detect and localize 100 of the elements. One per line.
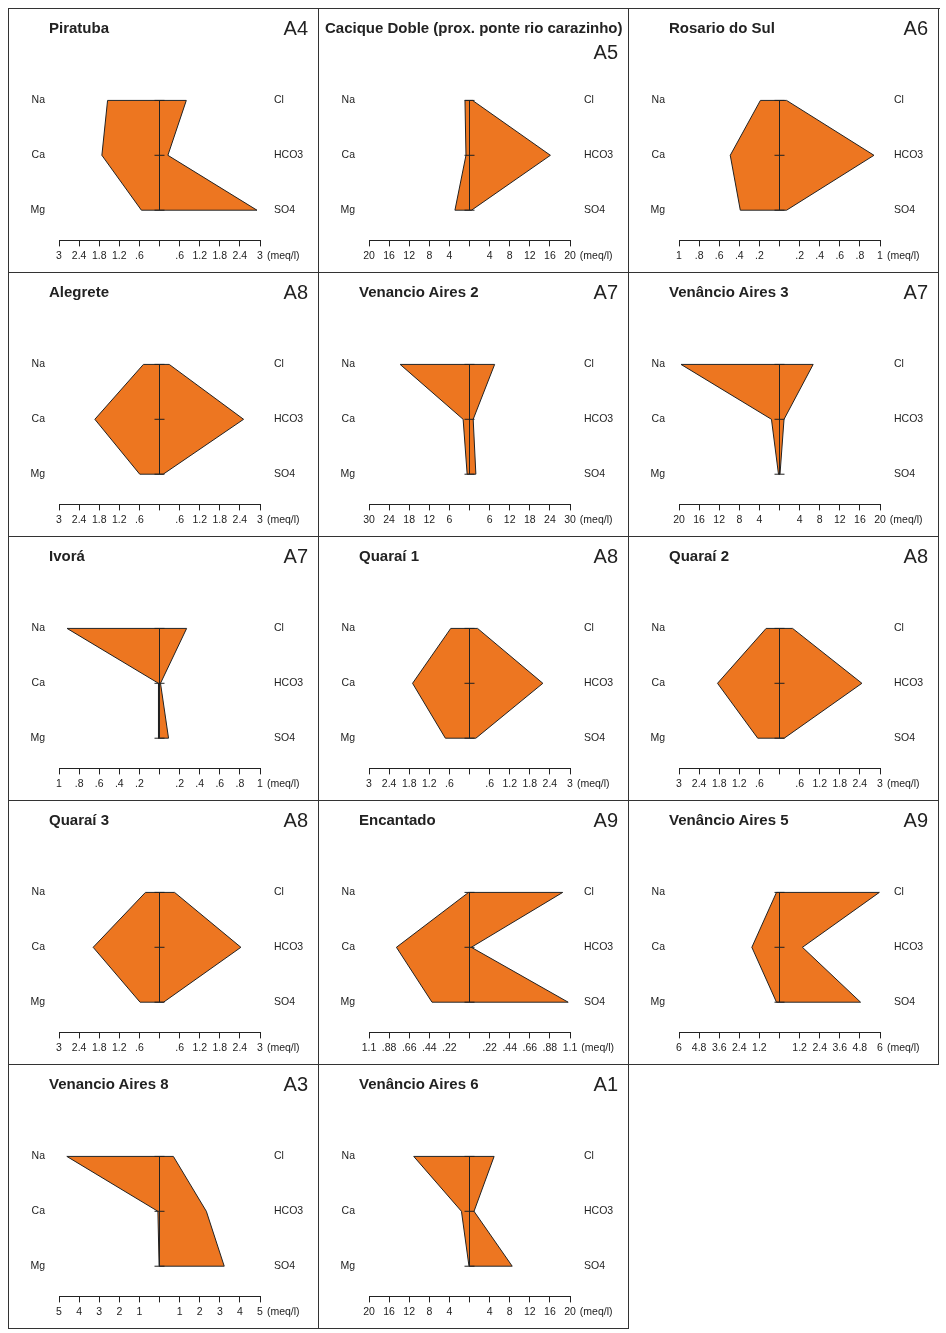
y2-tick-label: Cl — [584, 621, 594, 634]
text: A6 — [903, 17, 929, 39]
x-tick-label: 2.4 — [381, 776, 397, 789]
x-tick-label: 1.2 — [112, 1040, 127, 1053]
x-tick-label: 3 — [56, 248, 63, 261]
x-tick-label: 6 — [446, 512, 453, 525]
x-tick-label: .88 — [381, 1040, 397, 1053]
y-tick-label: Ca — [341, 412, 356, 425]
chart-title: Quaraí 1 — [359, 547, 420, 564]
x-tick-label: .4 — [195, 776, 205, 789]
x-tick-label: 1.8 — [91, 1040, 107, 1053]
x-tick-label: 1.8 — [212, 248, 228, 261]
x-tick-label: 16 — [693, 512, 706, 525]
x-tick-label: 16 — [383, 248, 396, 261]
y2-tick-label: SO4 — [584, 731, 606, 744]
x-tick-label: 1.8 — [91, 248, 107, 261]
x-tick-label: 1 — [877, 248, 884, 261]
y2-tick-label: SO4 — [584, 467, 606, 480]
text: A8 — [283, 281, 309, 303]
y-tick-label: Ca — [31, 1204, 46, 1217]
x-tick-label: 18 — [523, 512, 536, 525]
y-tick-label: Ca — [651, 412, 666, 425]
x-tick-label: 2.4 — [732, 1040, 747, 1053]
chart-title: Encantado — [359, 811, 436, 828]
y-tick-label: Mg — [340, 731, 356, 744]
y2-tick-label: SO4 — [584, 203, 606, 216]
y-tick-label: Na — [651, 885, 666, 898]
chart-title: Quaraí 2 — [669, 547, 730, 564]
x-tick-label: 3 — [257, 512, 264, 525]
y-tick-label: Ca — [31, 148, 46, 161]
x-tick-label: 4 — [756, 512, 763, 525]
x-tick-label: 20 — [363, 1304, 375, 1317]
y2-tick-label: HCO3 — [274, 148, 304, 161]
x-tick-label: .6 — [135, 1040, 144, 1053]
x-tick-label: 3.6 — [832, 1040, 848, 1053]
x-tick-label: 1.2 — [422, 776, 437, 789]
x-tick-label: .6 — [795, 776, 805, 789]
x-tick-label: 4 — [446, 1304, 453, 1317]
x-axis-title: (meq/l) — [266, 1041, 300, 1054]
y-tick-label: Ca — [341, 940, 356, 953]
x-tick-label: 3 — [96, 1304, 103, 1317]
text: A7 — [593, 281, 619, 303]
x-tick-label: 24 — [383, 512, 396, 525]
y-tick-label: Ca — [341, 1204, 356, 1217]
y-tick-label: Mg — [340, 995, 356, 1008]
chart-title: Venancio Aires 2 — [359, 283, 479, 300]
x-tick-label: 1.2 — [112, 248, 127, 261]
x-tick-label: 1 — [257, 776, 264, 789]
y2-tick-label: HCO3 — [584, 412, 614, 425]
text: A1 — [593, 1073, 619, 1095]
x-tick-label: 5 — [56, 1304, 63, 1317]
x-tick-label: 1.2 — [752, 1040, 767, 1053]
text: A9 — [903, 809, 929, 831]
x-tick-label: .6 — [135, 248, 144, 261]
y-tick-label: Ca — [651, 676, 666, 689]
x-tick-label: 1.8 — [711, 776, 727, 789]
y-tick-label: Na — [341, 93, 356, 106]
x-tick-label: 3 — [877, 776, 884, 789]
x-tick-label: 1.2 — [792, 1040, 808, 1053]
x-axis-title: (meq/l) — [886, 777, 920, 790]
x-tick-label: 12 — [423, 512, 436, 525]
x-axis-title: (meq/l) — [576, 777, 610, 790]
x-tick-label: .8 — [694, 248, 704, 261]
x-tick-label: 1.2 — [192, 1040, 208, 1053]
x-tick-label: 3.6 — [711, 1040, 727, 1053]
x-tick-label: 16 — [854, 512, 866, 525]
x-tick-label: 2.4 — [852, 776, 868, 789]
x-tick-label: 12 — [523, 248, 536, 261]
y-tick-label: Mg — [650, 995, 666, 1008]
y2-tick-label: Cl — [894, 885, 904, 898]
chart-title: Venâncio Aires 6 — [359, 1075, 479, 1092]
y-tick-label: Na — [651, 93, 666, 106]
x-tick-label: 6 — [486, 512, 493, 525]
y2-tick-label: HCO3 — [894, 148, 924, 161]
x-tick-label: .2 — [755, 248, 764, 261]
x-tick-label: 2.4 — [71, 248, 87, 261]
chart-title: Rosario do Sul — [669, 19, 775, 36]
text: A9 — [593, 809, 619, 831]
x-tick-label: 2.4 — [71, 1040, 87, 1053]
x-tick-label: 8 — [736, 512, 743, 525]
y2-tick-label: Cl — [274, 885, 284, 898]
x-tick-label: 3 — [257, 1040, 264, 1053]
x-tick-label: 20 — [363, 248, 375, 261]
x-tick-label: 1 — [136, 1304, 143, 1317]
y2-tick-label: HCO3 — [894, 676, 924, 689]
x-tick-label: 18 — [403, 512, 416, 525]
x-tick-label: 2.4 — [542, 776, 558, 789]
x-tick-label: 1.8 — [212, 1040, 228, 1053]
y-tick-label: Ca — [31, 676, 46, 689]
x-tick-label: .4 — [815, 248, 825, 261]
y-tick-label: Ca — [31, 412, 46, 425]
x-tick-label: 4 — [486, 1304, 493, 1317]
x-tick-label: 1.2 — [192, 512, 208, 525]
y2-tick-label: HCO3 — [894, 940, 924, 953]
x-tick-label: .6 — [135, 512, 144, 525]
x-tick-label: 4.8 — [852, 1040, 868, 1053]
x-tick-label: 24 — [544, 512, 556, 525]
chart-title: Venâncio Aires 5 — [669, 811, 789, 828]
x-tick-label: 1.2 — [112, 512, 127, 525]
chart-title: Quaraí 3 — [49, 811, 110, 828]
